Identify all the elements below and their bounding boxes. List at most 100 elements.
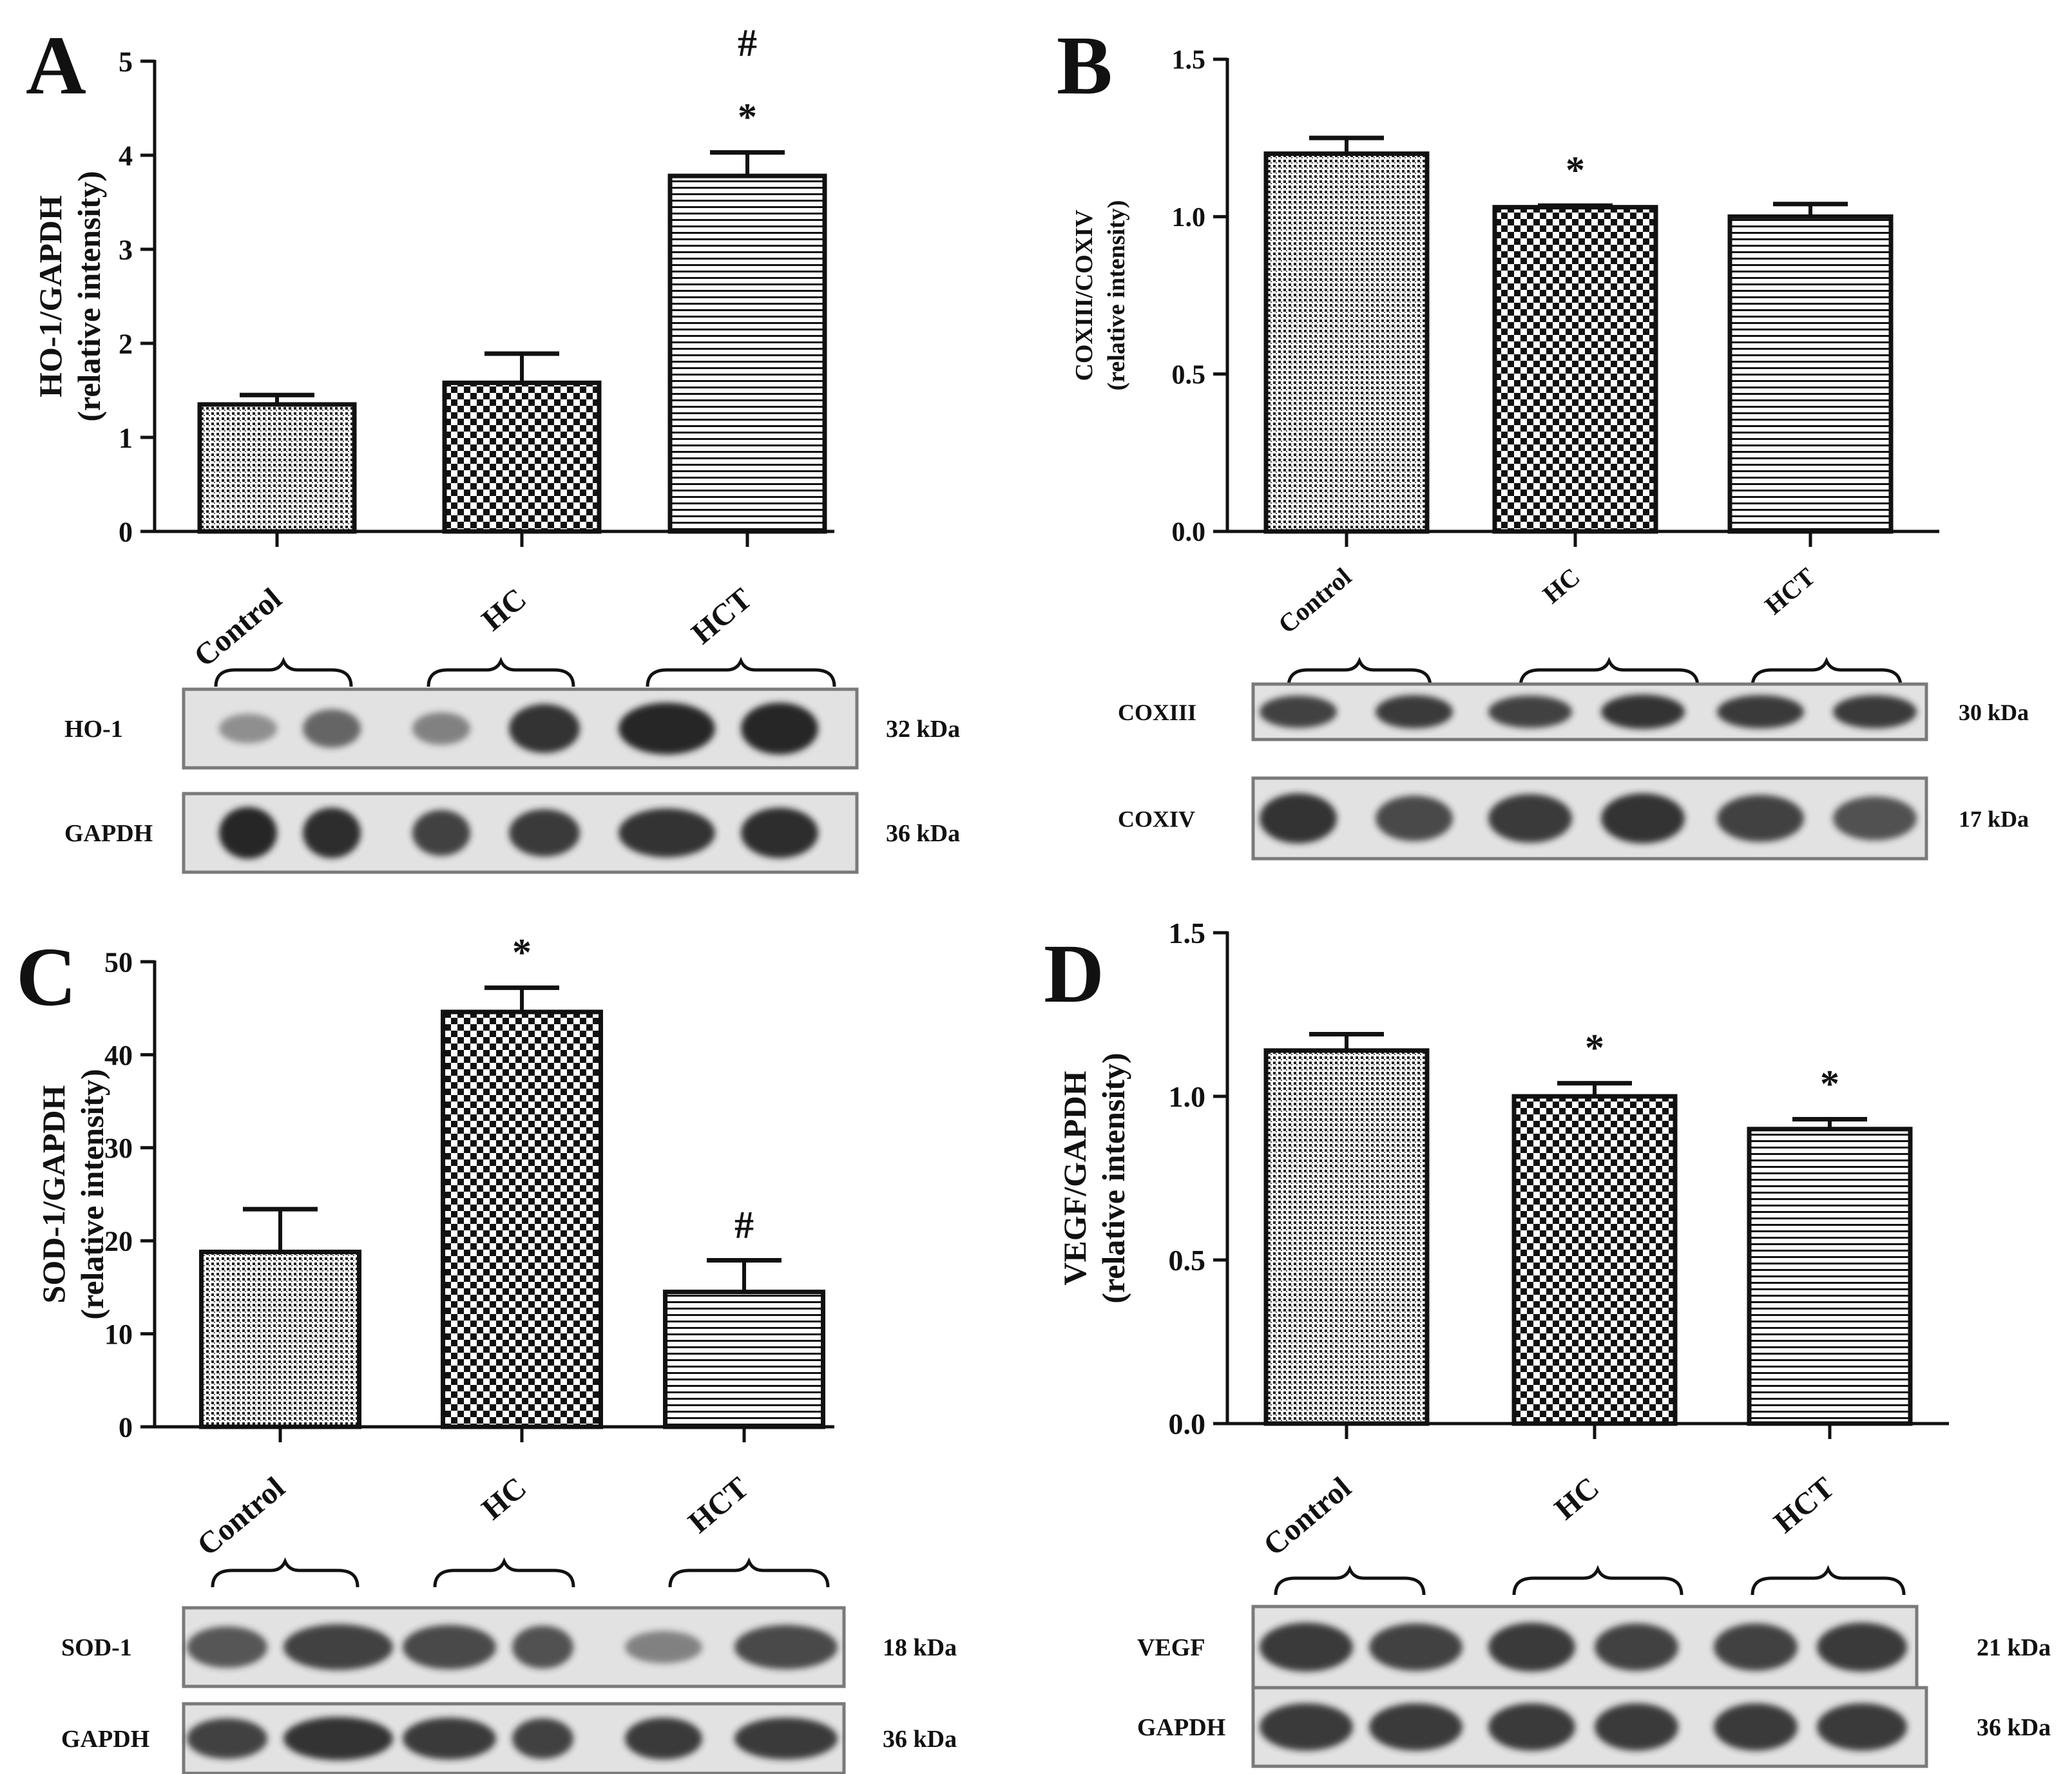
- y-tick-label: 0.0: [1169, 1407, 1206, 1440]
- blot-strip-gapdh: [182, 1702, 846, 1774]
- blot-band: [1817, 1623, 1907, 1672]
- blot-size-label: 32 kDa: [886, 716, 960, 743]
- y-tick-label: 0: [119, 516, 133, 548]
- bar-control: [1263, 1048, 1430, 1426]
- bar-hc: [441, 1009, 603, 1429]
- blot-label: VEGF: [1137, 1634, 1205, 1661]
- blot-band: [619, 808, 715, 857]
- significance-asterisk: *: [1585, 1027, 1604, 1069]
- blot-label: SOD-1: [61, 1634, 132, 1661]
- blot-band: [625, 1717, 702, 1760]
- blot-size-label: 36 kDa: [883, 1726, 957, 1753]
- blot-band: [1488, 695, 1572, 729]
- y-tick-label: 30: [104, 1132, 133, 1164]
- y-tick-label: 1.0: [1169, 1080, 1206, 1113]
- blot-band: [1369, 1703, 1463, 1751]
- blot-label: GAPDH: [1137, 1714, 1225, 1741]
- category-label: HC: [475, 582, 533, 638]
- group-bracket: [668, 1557, 830, 1588]
- panel-letter: D: [1044, 928, 1104, 1020]
- blot-band: [412, 810, 470, 856]
- category-label: HC: [1548, 1471, 1606, 1527]
- y-tick-label: 40: [104, 1040, 133, 1071]
- bar-control: [1263, 151, 1430, 534]
- blot-band: [1488, 1623, 1575, 1672]
- y-tick-label: 1.5: [1172, 46, 1206, 75]
- significance-hash: #: [738, 22, 757, 64]
- blot-band: [303, 709, 361, 748]
- category-label: HCT: [682, 1471, 755, 1540]
- y-tick-label: 1.5: [1169, 917, 1206, 949]
- category-label: HC: [475, 1471, 533, 1527]
- blot-frame: [1251, 1605, 1919, 1690]
- blot-strip-gapdh: [1251, 1686, 1928, 1768]
- bar-hc: [1511, 1094, 1678, 1426]
- y-axis-title: (relative intensity): [71, 171, 107, 421]
- significance-hash: #: [734, 1204, 754, 1246]
- y-tick-label: 5: [119, 46, 133, 77]
- y-tick-label: 10: [104, 1319, 133, 1350]
- y-tick-label: 0.5: [1172, 360, 1206, 390]
- y-axis-title: SOD-1/GAPDH: [35, 1085, 72, 1303]
- blot-band: [219, 806, 277, 859]
- bar-control: [197, 402, 357, 534]
- y-tick-label: 20: [104, 1226, 133, 1257]
- blot-band: [283, 1624, 393, 1670]
- blot-band: [509, 809, 580, 857]
- y-axis-title: (relative intensity): [1095, 1053, 1131, 1303]
- blot-band: [734, 1625, 838, 1670]
- blot-label: COXIV: [1118, 806, 1195, 832]
- group-bracket: [214, 656, 353, 687]
- group-bracket: [427, 656, 575, 687]
- blot-band: [512, 1625, 573, 1669]
- bar-hct: [667, 173, 827, 534]
- chart-panel-c: C 0 10 20 30 40 50 SOD-1/GAPDH (relative intensi…: [16, 931, 957, 1774]
- blot-band: [219, 714, 277, 743]
- y-tick-label: 3: [119, 234, 133, 265]
- blot-strip-ho-1: [182, 687, 859, 770]
- blot-frame: [1251, 776, 1928, 861]
- blot-band: [619, 702, 715, 755]
- blot-band: [1260, 793, 1337, 844]
- bar-hct: [1747, 1127, 1913, 1426]
- blot-strip-gapdh: [182, 792, 859, 874]
- category-label: HCT: [1767, 1471, 1841, 1540]
- blot-band: [187, 1718, 267, 1759]
- blot-band: [509, 704, 580, 753]
- y-tick-label: 1.0: [1172, 203, 1206, 233]
- category-label: HC: [1537, 562, 1586, 609]
- category-label: Control: [1257, 1471, 1357, 1563]
- blot-band: [1817, 1703, 1907, 1751]
- y-axis-title: VEGF/GAPDH: [1057, 1071, 1093, 1285]
- blot-band: [1833, 796, 1917, 841]
- y-tick-label: 0.5: [1169, 1244, 1206, 1277]
- blot-band: [1601, 694, 1685, 729]
- blot-band: [1260, 1623, 1353, 1672]
- group-bracket: [1751, 1565, 1906, 1596]
- chart-panel-a: A 0 1 2 3 4 5 HO-1/GAPDH (relative intensity) Con…: [26, 19, 960, 874]
- group-bracket: [1287, 656, 1432, 687]
- blot-band: [283, 1717, 393, 1760]
- blot-size-label: 21 kDa: [1977, 1634, 2051, 1661]
- y-axis-title: (relative intensity): [1103, 200, 1130, 391]
- bar-control: [199, 1250, 361, 1429]
- blot-band: [1595, 1623, 1678, 1671]
- blot-band: [1376, 695, 1453, 729]
- blot-frame: [1251, 682, 1928, 741]
- y-tick-label: 0: [119, 1411, 133, 1443]
- blot-band: [1714, 1703, 1798, 1751]
- chart-panel-b: B 0.0 0.5 1.0 1.5 COXIII/COXIV (relative inten…: [1057, 19, 2029, 861]
- blot-band: [741, 702, 818, 755]
- chart-panel-d: D 0.0 0.5 1.0 1.5 VEGF/GAPDH (relative intensi…: [1044, 917, 2051, 1768]
- bar-hc: [442, 380, 602, 534]
- group-bracket: [1274, 1565, 1426, 1596]
- blot-band: [625, 1630, 702, 1664]
- blot-band: [1488, 1703, 1575, 1751]
- y-tick-label: 1: [119, 422, 133, 453]
- panel-letter: C: [16, 931, 77, 1024]
- blot-size-label: 36 kDa: [1977, 1714, 2051, 1741]
- significance-asterisk: *: [1566, 149, 1585, 191]
- category-label: Control: [187, 582, 288, 674]
- blot-band: [1369, 1623, 1463, 1671]
